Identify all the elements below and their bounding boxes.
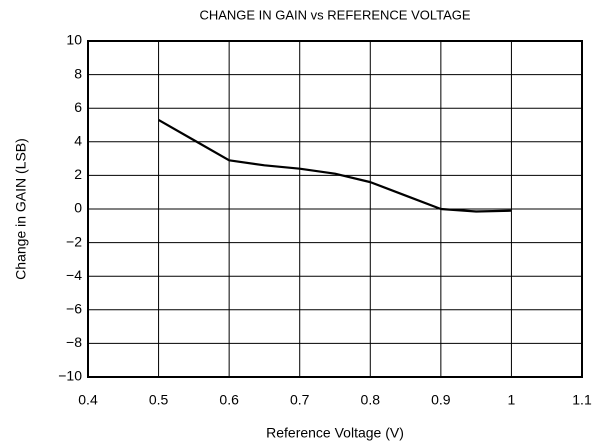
x-axis-label: Reference Voltage (V) [266, 425, 404, 441]
x-tick-label: 1.1 [572, 392, 592, 408]
y-tick-label: −2 [66, 233, 82, 249]
y-tick-label: 10 [66, 32, 82, 48]
data-line [158, 119, 512, 213]
y-tick-label: 0 [74, 200, 82, 216]
chart-title: CHANGE IN GAIN vs REFERENCE VOLTAGE [199, 7, 470, 22]
y-axis-label: Change in GAIN (LSB) [13, 138, 29, 280]
y-tick-label: −4 [66, 267, 82, 283]
x-tick-label: 0.9 [431, 392, 451, 408]
y-tick-label: 2 [74, 166, 82, 182]
x-tick-label: 0.5 [149, 392, 169, 408]
x-tick-label: 0.7 [290, 392, 310, 408]
y-tick-label: 6 [74, 99, 82, 115]
y-tick-label: −6 [66, 301, 82, 317]
x-tick-label: 0.4 [78, 392, 98, 408]
y-tick-label: −10 [58, 368, 82, 384]
y-tick-label: 8 [74, 65, 82, 81]
y-tick-label: 4 [74, 133, 82, 149]
plot-frame [87, 40, 583, 378]
x-tick-label: 0.8 [361, 392, 381, 408]
y-tick-label: −8 [66, 334, 82, 350]
x-tick-label: 0.6 [219, 392, 239, 408]
x-tick-label: 1 [508, 392, 516, 408]
